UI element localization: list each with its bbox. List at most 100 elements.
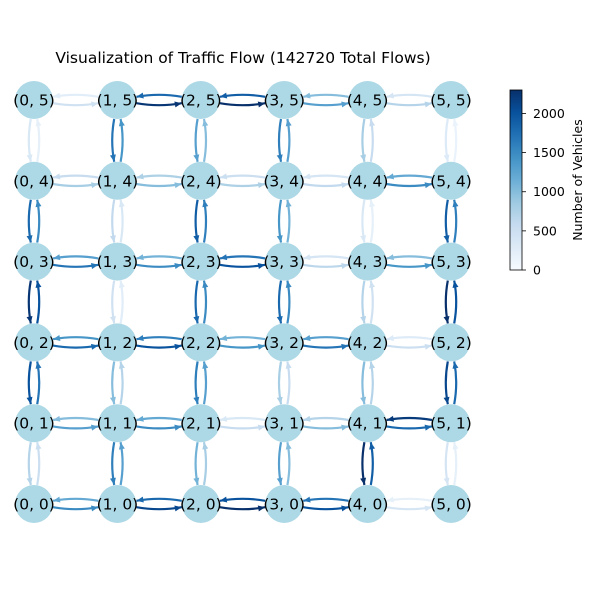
edge-1-5-to-0-5-arrowhead <box>53 92 61 99</box>
node-circle <box>265 161 304 200</box>
edge-1-5-to-1-4-arrowhead <box>109 154 116 162</box>
edge-5-5-to-4-5 <box>386 92 433 99</box>
edge-1-2-to-1-3-arrowhead <box>118 280 125 289</box>
edge-4-4-to-3-4-arrowhead <box>303 173 311 180</box>
edge-0-2-to-0-3-arrowhead <box>35 280 42 289</box>
edge-0-1-to-0-2 <box>35 361 42 405</box>
edge-4-3-to-3-3-arrowhead <box>303 254 311 261</box>
edge-3-5-to-2-5 <box>219 92 266 99</box>
edge-5-2-to-5-1-arrowhead <box>443 396 450 405</box>
node-label: (1, 3) <box>97 253 139 271</box>
edge-4-1-to-4-0 <box>360 441 367 486</box>
edge-0-1-to-0-2-arrowhead <box>35 361 42 369</box>
edge-4-1-to-5-1-arrowhead <box>424 424 432 431</box>
colorbar-tick: 2000 <box>522 106 565 121</box>
node-label: (2, 5) <box>180 92 222 110</box>
edge-1-5-to-0-5 <box>52 92 99 99</box>
node-label: (0, 5) <box>13 92 55 110</box>
edge-0-4-to-1-4 <box>52 182 99 189</box>
edge-4-0-to-5-0 <box>386 505 433 512</box>
edge-4-3-to-4-2-arrowhead <box>360 315 367 324</box>
edge-3-1-to-3-0 <box>276 441 283 486</box>
node-circle <box>265 81 304 119</box>
edge-2-0-to-3-0-arrowhead <box>257 505 266 512</box>
edge-3-2-to-3-1 <box>276 361 283 405</box>
edge-0-3-to-1-3-arrowhead <box>90 263 99 269</box>
edge-2-2-to-1-2-arrowhead <box>136 335 144 341</box>
node-label: (0, 1) <box>13 415 55 433</box>
node-circle <box>265 485 304 523</box>
edge-1-0-to-2-0-arrowhead <box>174 505 182 512</box>
node-5-4: (5, 4) <box>430 161 472 200</box>
edge-2-3-to-2-4 <box>202 199 209 243</box>
edge-2-4-to-2-5-arrowhead <box>202 119 209 127</box>
edge-2-1-to-2-0-arrowhead <box>193 477 200 485</box>
node-label: (2, 2) <box>180 334 222 352</box>
edge-4-2-to-5-2 <box>386 343 433 350</box>
node-label: (3, 0) <box>263 496 305 514</box>
node-label: (5, 0) <box>430 496 472 514</box>
edge-5-4-to-5-3 <box>443 199 450 243</box>
edge-1-2-to-1-3 <box>118 280 125 324</box>
edge-4-5-to-4-4 <box>360 118 367 163</box>
edge-2-0-to-1-0-arrowhead <box>136 496 144 503</box>
nodes-layer: (0, 5) (1, 5) (2, 5) (3, 5) (4, 5) (5, 5) (0, … <box>13 81 472 523</box>
edge-2-2-to-1-2 <box>136 335 182 341</box>
edge-3-3-to-2-3 <box>219 254 266 261</box>
node-circle <box>265 242 304 281</box>
edge-5-1-to-5-0-arrowhead <box>443 477 450 485</box>
edge-1-4-to-1-5-arrowhead <box>118 119 125 127</box>
colorbar-tick-label: 1500 <box>533 145 565 160</box>
edge-2-5-to-3-5-arrowhead <box>257 101 266 108</box>
colorbar-tick-label: 500 <box>533 223 557 238</box>
edges-layer <box>26 92 459 512</box>
edge-5-3-to-4-3 <box>386 254 433 261</box>
edge-1-1-to-1-0-arrowhead <box>109 477 116 485</box>
node-circle <box>432 242 470 281</box>
edge-2-0-to-1-0 <box>136 496 182 503</box>
edge-0-3-to-0-4 <box>35 199 42 243</box>
edge-4-4-to-4-5 <box>369 118 376 163</box>
edge-4-3-to-4-4 <box>369 199 376 243</box>
edge-0-1-to-0-0 <box>26 441 33 486</box>
node-0-1: (0, 1) <box>13 404 55 443</box>
node-circle <box>98 404 137 443</box>
edge-4-0-to-3-0 <box>303 496 349 503</box>
edge-1-4-to-1-3-arrowhead <box>109 235 116 243</box>
edge-3-2-to-3-1-arrowhead <box>276 396 283 405</box>
edge-1-5-to-1-4 <box>109 118 116 163</box>
node-circle <box>98 161 137 200</box>
edge-2-3-to-1-3 <box>136 254 182 261</box>
node-label: (0, 0) <box>13 496 55 514</box>
edge-4-2-to-4-3-arrowhead <box>369 280 376 289</box>
edge-0-2-to-0-1-arrowhead <box>26 396 33 405</box>
colorbar-tick-label: 0 <box>533 263 541 278</box>
node-label: (1, 4) <box>97 172 139 190</box>
node-label: (3, 5) <box>263 92 305 110</box>
node-circle <box>15 81 53 119</box>
node-circle <box>181 404 220 443</box>
edge-4-1-to-5-1 <box>386 424 433 431</box>
edge-1-2-to-2-2 <box>136 343 182 350</box>
colorbar-gradient <box>509 89 523 271</box>
edge-2-1-to-3-1-arrowhead <box>257 424 266 431</box>
node-0-0: (0, 0) <box>13 485 55 523</box>
edge-2-1-to-2-2 <box>202 361 209 405</box>
edge-5-5-to-5-4-arrowhead <box>443 154 450 162</box>
edge-2-2-to-3-2-arrowhead <box>257 343 266 350</box>
node-circle <box>15 161 53 200</box>
edge-2-0-to-2-1 <box>202 441 209 486</box>
node-4-2: (4, 2) <box>347 323 388 362</box>
edge-1-1-to-1-2 <box>118 361 125 405</box>
node-circle <box>432 485 470 523</box>
edge-0-5-to-0-4 <box>26 118 33 163</box>
edge-2-1-to-1-1 <box>136 415 182 422</box>
edge-3-5-to-3-4 <box>276 118 283 163</box>
edge-1-2-to-0-2 <box>52 335 99 341</box>
edge-5-3-to-5-4 <box>452 199 459 243</box>
edge-2-5-to-2-4-arrowhead <box>193 154 200 162</box>
edge-3-4-to-3-5 <box>285 118 292 163</box>
node-0-3: (0, 3) <box>13 242 55 281</box>
node-circle <box>15 404 53 443</box>
edge-5-2-to-4-2 <box>386 335 433 341</box>
